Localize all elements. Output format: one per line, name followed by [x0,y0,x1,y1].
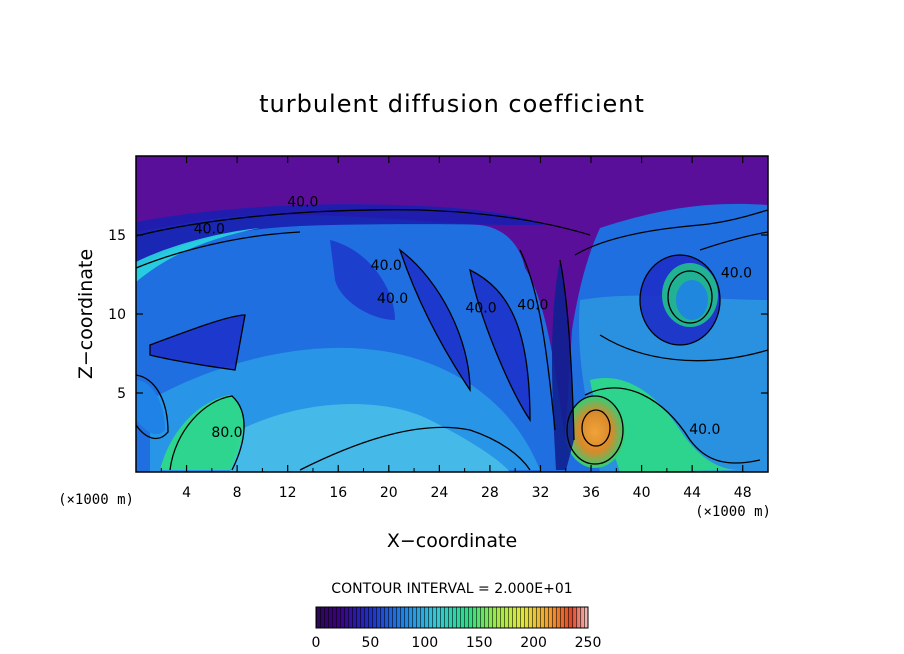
colorbar: 0 50 100 150 200 250 [312,606,602,651]
contour-line [136,374,169,440]
x-tick-label: 48 [734,485,752,501]
x-tick-label: 40 [633,485,651,501]
contour-line [566,395,624,465]
green-tongue [590,378,740,472]
contour-labels: 40.0 40.0 40.0 40.0 40.0 40.0 80.0 40.0 40.0 [194,195,752,442]
contour-value-label: 40.0 [371,258,402,274]
contour-line [639,254,721,346]
x-tick-label: 28 [481,485,499,501]
x-tick-label: 4 [182,485,191,501]
contour-line [469,268,531,423]
contour-line [581,409,611,447]
contour-interval-text: CONTOUR INTERVAL = 2.000E+01 [331,581,572,597]
y-axis: 5 10 15 [108,228,768,402]
dark-patch-3 [400,250,470,390]
contour-line [667,270,713,324]
field-cyan-region [230,403,510,472]
x-tick-label: 32 [532,485,550,501]
colorbar-tick-label: 150 [466,635,493,651]
contour-line [599,334,768,362]
x-tick-label: 8 [233,485,242,501]
contour-value-label: 40.0 [194,221,225,237]
contour-line [699,231,768,251]
x-tick-label: 16 [329,485,347,501]
dark-patch-1 [150,315,245,370]
contour-line [136,231,301,269]
x-tick-label: 36 [582,485,600,501]
contour-value-label: 40.0 [689,422,720,438]
cyan-streak [136,228,260,282]
hot-core [565,396,625,468]
x-axis-title: X−coordinate [387,530,517,552]
colorbar-tick-label: 50 [361,635,379,651]
left-eddy [136,380,165,435]
y-tick-label: 5 [117,386,126,402]
y-axis-title: Z−coordinate [75,249,97,379]
x-tick-label: 44 [683,485,701,501]
x-tick-label: 12 [279,485,297,501]
colorbar-ticks: 0 50 100 150 200 250 [312,635,602,651]
dark-patch-4 [470,270,530,420]
contour-line [574,209,768,256]
colorbar-frame [315,606,589,629]
chart-title: turbulent diffusion coefficient [259,90,645,118]
contour-value-label: 40.0 [287,195,318,211]
colorbar-tick-label: 200 [520,635,547,651]
dark-band [136,204,545,270]
contour-line [519,249,556,431]
contour-value-label: 40.0 [465,300,496,316]
y-tick-label: 15 [108,228,126,244]
contour-line [584,387,761,464]
contour-value-label: 40.0 [377,291,408,307]
contour-value-label: 40.0 [517,297,548,313]
y-tick-label: 10 [108,307,126,323]
contour-lines [136,209,768,471]
contour-line [136,209,591,237]
contour-value-label: 80.0 [211,425,242,441]
field-area: 40.0 40.0 40.0 40.0 40.0 40.0 80.0 40.0 40.0 [136,156,768,472]
z-unit-label: (×1000 m) [58,492,134,508]
contour-line [299,426,531,471]
contour-value-label: 40.0 [721,266,752,282]
vortex-core [676,280,708,320]
contour-line [398,248,471,393]
colorbar-tick-label: 250 [575,635,602,651]
green-left [160,395,244,470]
x-tick-label: 24 [430,485,448,501]
colorbar-tick-label: 100 [411,635,438,651]
x-unit-label: (×1000 m) [695,504,771,520]
x-axis: 4 8 12 16 20 24 28 32 36 40 44 48 [160,156,752,501]
contour-line [169,395,245,471]
contour-line [559,259,575,441]
colorbar-tick-label: 0 [312,635,321,651]
dark-patch-2 [330,240,395,320]
contour-line [149,314,246,371]
x-tick-label: 20 [380,485,398,501]
colorbar-hatching [316,607,588,628]
